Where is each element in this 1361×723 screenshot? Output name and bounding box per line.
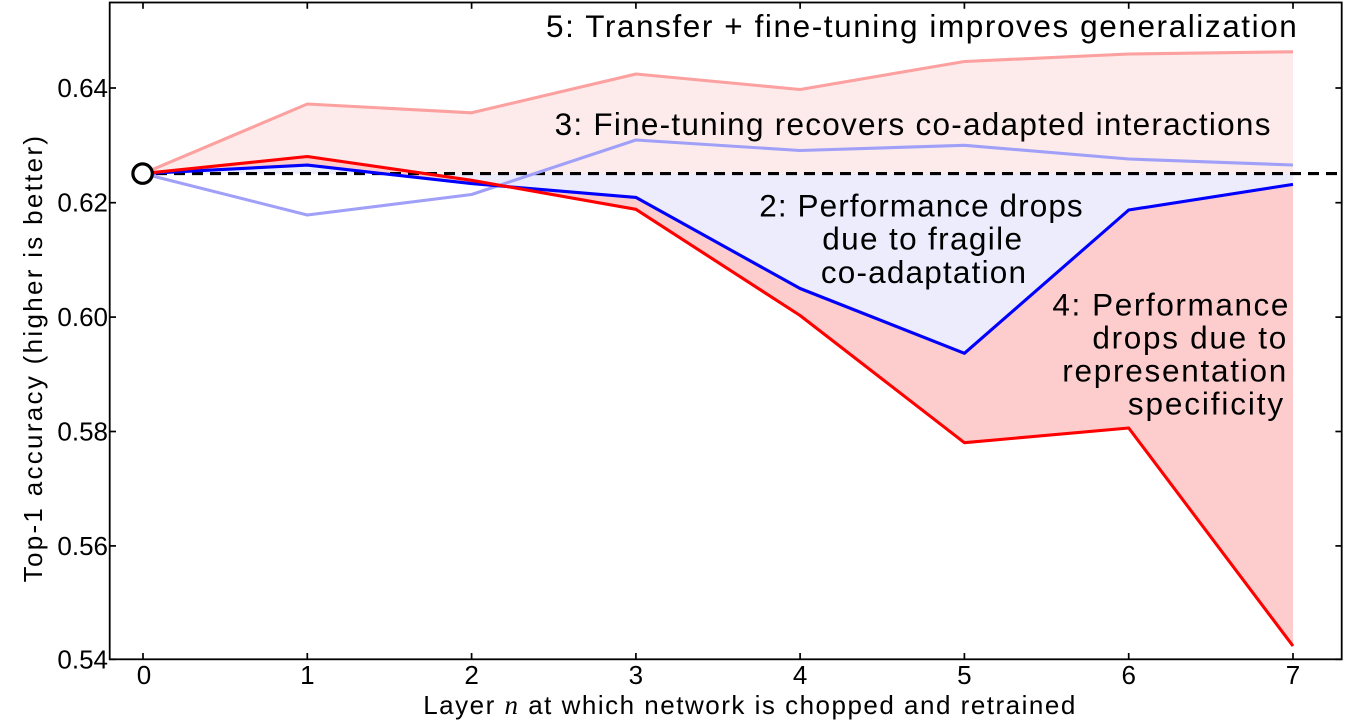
svg-text:representation: representation bbox=[1062, 352, 1288, 388]
svg-text:5: Transfer + fine-tuning impr: 5: Transfer + fine-tuning improves gener… bbox=[546, 8, 1298, 44]
svg-text:0.64: 0.64 bbox=[57, 73, 108, 103]
svg-text:Top-1 accuracy (higher is bett: Top-1 accuracy (higher is better) bbox=[18, 134, 48, 583]
svg-text:0.62: 0.62 bbox=[57, 188, 108, 218]
svg-text:co-adaptation: co-adaptation bbox=[821, 254, 1027, 290]
svg-text:0.60: 0.60 bbox=[57, 302, 108, 332]
svg-text:6: 6 bbox=[1121, 660, 1135, 690]
svg-text:3: Fine-tuning recovers co-ada: 3: Fine-tuning recovers co-adapted inter… bbox=[555, 106, 1272, 142]
svg-text:4: Performance: 4: Performance bbox=[1052, 286, 1290, 322]
svg-text:drops due to: drops due to bbox=[1092, 319, 1288, 355]
svg-text:specificity: specificity bbox=[1128, 386, 1285, 422]
svg-text:Layer n at which network is ch: Layer n at which network is chopped and … bbox=[423, 690, 1077, 720]
svg-text:7: 7 bbox=[1286, 660, 1300, 690]
svg-text:3: 3 bbox=[629, 660, 643, 690]
svg-text:0.56: 0.56 bbox=[57, 531, 108, 561]
svg-text:2: Performance drops: 2: Performance drops bbox=[759, 188, 1084, 224]
svg-text:0: 0 bbox=[137, 660, 151, 690]
svg-text:0.54: 0.54 bbox=[57, 644, 108, 674]
svg-text:due to fragile: due to fragile bbox=[822, 221, 1023, 257]
svg-text:4: 4 bbox=[793, 660, 807, 690]
svg-text:5: 5 bbox=[957, 660, 971, 690]
svg-text:2: 2 bbox=[464, 660, 478, 690]
svg-text:1: 1 bbox=[300, 660, 314, 690]
svg-text:0.58: 0.58 bbox=[57, 417, 108, 447]
